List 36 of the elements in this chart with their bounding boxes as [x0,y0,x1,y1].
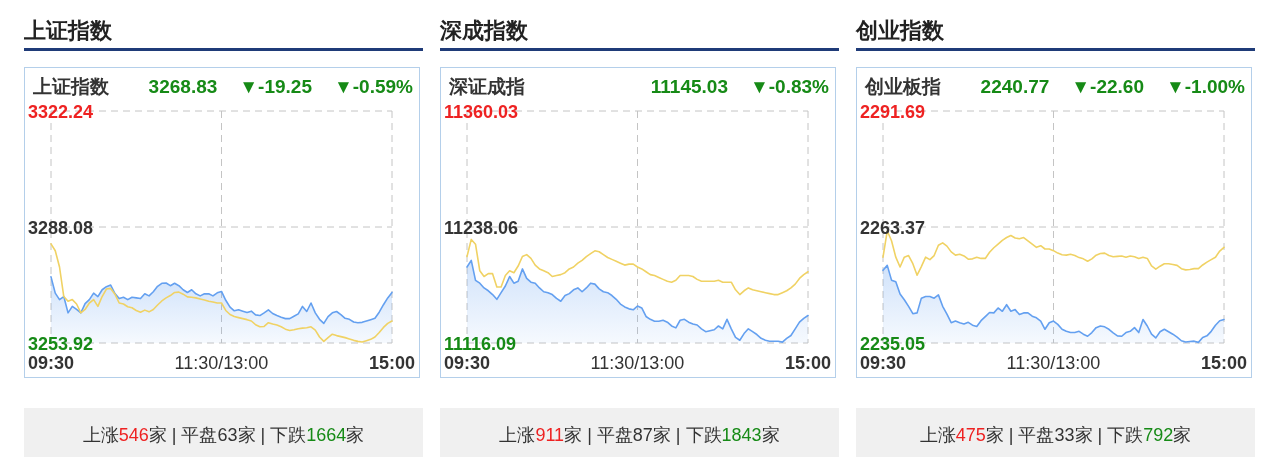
y-tick-label: 3288.08 [28,217,94,238]
text: 上涨546家 | 平盘63家 | 下跌1664家 [82,425,365,445]
x-tick-label: 11:30/13:00 [174,353,269,373]
x-tick-label: 09:30 [443,353,491,373]
text: 上涨911家 | 平盘87家 | 下跌1843家 [499,425,780,445]
text: 上涨475家 | 平盘33家 | 下跌792家 [919,425,1192,445]
line-series [466,238,809,296]
chart-title: 创业指数 [855,18,945,43]
chart-subtitle: 创业板指 [864,76,941,97]
y-tick-label: 2263.37 [860,217,926,238]
y-tick-label: 3322.24 [28,101,94,122]
y-tick-label: 2291.69 [860,101,926,122]
y-tick-label: 2235.05 [860,333,926,354]
text: ▼-22.60 [1071,76,1144,97]
text: ▼-0.83% [749,76,830,97]
y-tick-label: 3253.92 [28,333,94,354]
x-tick-label: 11:30/13:00 [590,353,685,373]
chart-subtitle: 上证指数 [32,76,110,97]
text: 3268.83 [148,76,218,97]
text: 11145.03 [650,76,728,97]
x-tick-label: 15:00 [368,353,416,373]
x-tick-label: 09:30 [859,353,907,373]
y-tick-label: 11116.09 [444,333,517,354]
text: ▼-19.25 [239,76,313,97]
y-tick-label: 11238.06 [444,217,519,238]
x-tick-label: 11:30/13:00 [1006,353,1101,373]
x-tick-label: 15:00 [784,353,832,373]
text: ▼-0.59% [333,76,414,97]
x-tick-label: 15:00 [1200,353,1248,373]
text: ▼-1.00% [1165,76,1246,97]
x-tick-label: 09:30 [27,353,75,373]
y-tick-label: 11360.03 [444,101,519,122]
chart-title: 上证指数 [23,18,113,43]
text: 2240.77 [980,76,1050,97]
chart-subtitle: 深证成指 [448,76,525,97]
chart-title: 深成指数 [439,18,529,43]
